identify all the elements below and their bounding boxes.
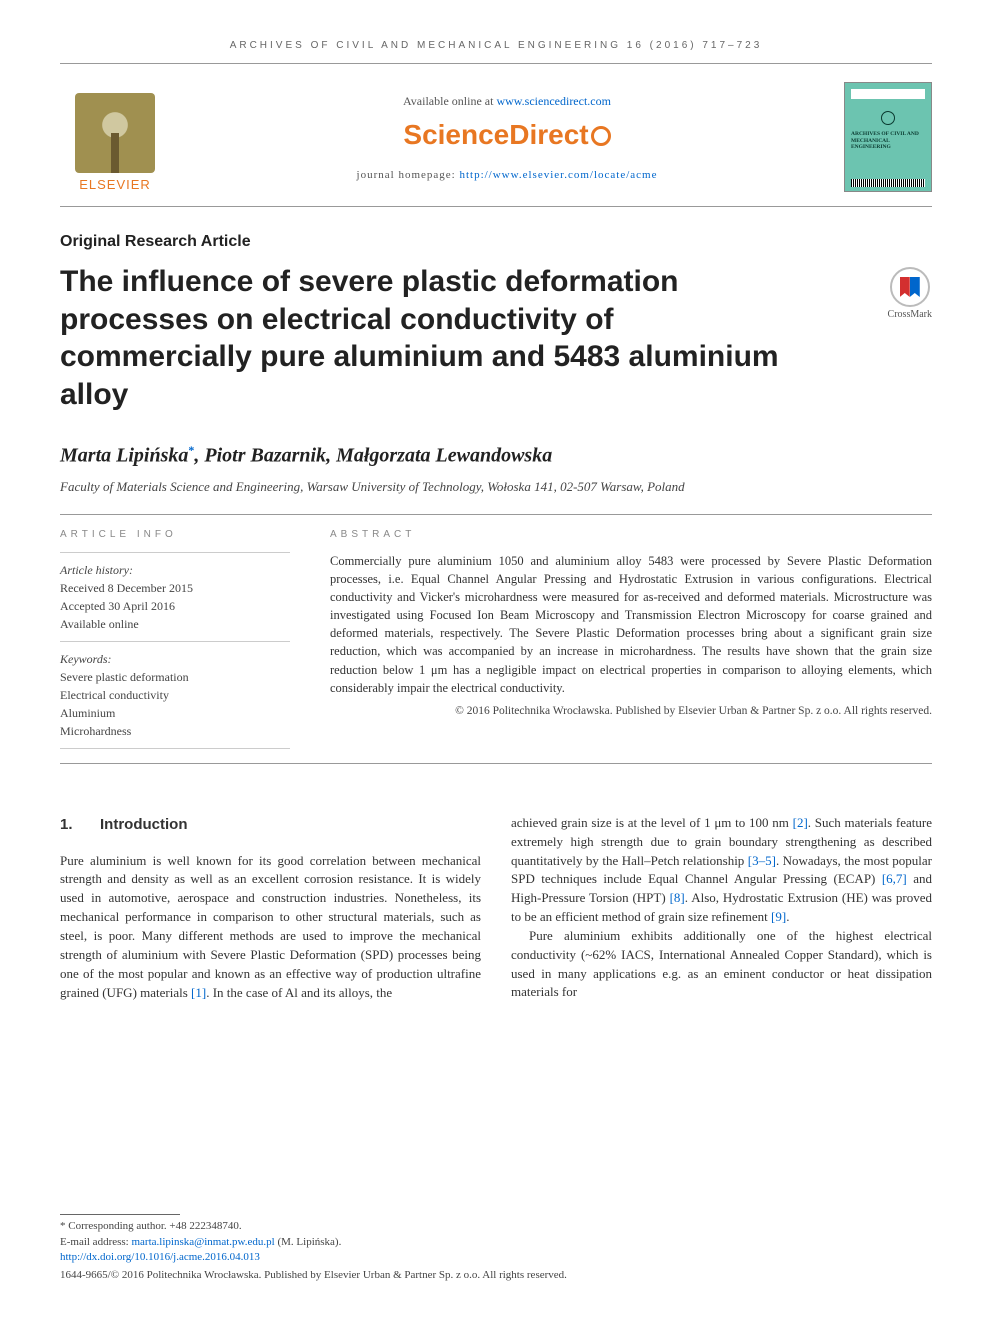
section-title: Introduction bbox=[100, 816, 187, 833]
article-type: Original Research Article bbox=[60, 233, 932, 251]
keyword-3: Aluminium bbox=[60, 704, 290, 722]
intro-para-1-cont: achieved grain size is at the level of 1… bbox=[511, 814, 932, 927]
article-history-block: Article history: Received 8 December 201… bbox=[60, 552, 290, 642]
sciencedirect-logo: ScienceDirect bbox=[190, 119, 824, 151]
journal-cover-thumbnail: ARCHIVES OF CIVIL AND MECHANICAL ENGINEE… bbox=[844, 82, 932, 192]
info-abstract-row: ARTICLE INFO Article history: Received 8… bbox=[60, 514, 932, 749]
email-label: E-mail address: bbox=[60, 1236, 131, 1248]
title-row: The influence of severe plastic deformat… bbox=[60, 263, 932, 413]
intro-para-1: Pure aluminium is well known for its goo… bbox=[60, 852, 481, 1003]
author-3: Małgorzata Lewandowska bbox=[336, 445, 552, 467]
abstract-copyright: © 2016 Politechnika Wrocławska. Publishe… bbox=[330, 703, 932, 719]
crossmark-label: CrossMark bbox=[888, 309, 932, 320]
journal-header: ELSEVIER Available online at www.science… bbox=[60, 64, 932, 206]
sd-wordmark: ScienceDirect bbox=[403, 119, 588, 150]
section-1-heading: 1.Introduction bbox=[60, 814, 481, 836]
body-two-column: 1.Introduction Pure aluminium is well kn… bbox=[60, 814, 932, 1003]
body-column-right: achieved grain size is at the level of 1… bbox=[511, 814, 932, 1003]
author-list: Marta Lipińska*, Piotr Bazarnik, Małgorz… bbox=[60, 443, 932, 468]
corresponding-author: * Corresponding author. +48 222348740. bbox=[60, 1219, 932, 1234]
keywords-label: Keywords: bbox=[60, 650, 290, 668]
article-title: The influence of severe plastic deformat… bbox=[60, 263, 800, 413]
rule-below-header bbox=[60, 206, 932, 207]
elsevier-logo: ELSEVIER bbox=[60, 82, 170, 192]
issn-copyright: 1644-9665/© 2016 Politechnika Wrocławska… bbox=[60, 1268, 932, 1283]
journal-home-url[interactable]: http://www.elsevier.com/locate/acme bbox=[459, 169, 657, 181]
magnifier-icon bbox=[591, 126, 611, 146]
cover-title: ARCHIVES OF CIVIL AND MECHANICAL ENGINEE… bbox=[851, 131, 925, 151]
keywords-block: Keywords: Severe plastic deformation Ele… bbox=[60, 642, 290, 749]
keyword-1: Severe plastic deformation bbox=[60, 668, 290, 686]
available-line: Available online bbox=[60, 615, 290, 633]
intro-para-2: Pure aluminium exhibits additionally one… bbox=[511, 927, 932, 1002]
doi-link[interactable]: http://dx.doi.org/10.1016/j.acme.2016.04… bbox=[60, 1251, 260, 1263]
history-label: Article history: bbox=[60, 561, 290, 579]
author-1: Marta Lipińska bbox=[60, 445, 188, 467]
email-line: E-mail address: marta.lipinska@inmat.pw.… bbox=[60, 1235, 932, 1250]
corr-asterisk[interactable]: * bbox=[188, 443, 194, 457]
body-column-left: 1.Introduction Pure aluminium is well kn… bbox=[60, 814, 481, 1003]
available-prefix: Available online at bbox=[403, 94, 496, 108]
email-who: (M. Lipińska). bbox=[275, 1236, 342, 1248]
affiliation: Faculty of Materials Science and Enginee… bbox=[60, 478, 932, 496]
keyword-2: Electrical conductivity bbox=[60, 686, 290, 704]
accepted-line: Accepted 30 April 2016 bbox=[60, 597, 290, 615]
received-line: Received 8 December 2015 bbox=[60, 579, 290, 597]
sciencedirect-url[interactable]: www.sciencedirect.com bbox=[496, 94, 611, 108]
abstract-text: Commercially pure aluminium 1050 and alu… bbox=[330, 552, 932, 697]
elsevier-tree-icon bbox=[75, 93, 155, 173]
barcode-icon bbox=[851, 179, 925, 187]
header-center: Available online at www.sciencedirect.co… bbox=[170, 94, 844, 181]
section-number: 1. bbox=[60, 814, 100, 836]
abstract-heading: ABSTRACT bbox=[330, 529, 932, 540]
email-link[interactable]: marta.lipinska@inmat.pw.edu.pl bbox=[131, 1236, 274, 1248]
elsevier-wordmark: ELSEVIER bbox=[79, 177, 151, 192]
journal-homepage-line: journal homepage: http://www.elsevier.co… bbox=[190, 169, 824, 181]
crossmark-widget[interactable]: CrossMark bbox=[888, 267, 932, 320]
cover-logo-icon bbox=[881, 111, 895, 125]
keyword-4: Microhardness bbox=[60, 722, 290, 740]
available-online-line: Available online at www.sciencedirect.co… bbox=[190, 94, 824, 109]
author-2: Piotr Bazarnik bbox=[204, 445, 326, 467]
article-info-heading: ARTICLE INFO bbox=[60, 529, 290, 540]
crossmark-icon bbox=[890, 267, 930, 307]
journal-home-prefix: journal homepage: bbox=[357, 169, 460, 181]
rule-below-abstract bbox=[60, 763, 932, 764]
running-head: ARCHIVES OF CIVIL AND MECHANICAL ENGINEE… bbox=[60, 40, 932, 51]
footnote-rule bbox=[60, 1214, 180, 1215]
footnotes: * Corresponding author. +48 222348740. E… bbox=[60, 1214, 932, 1283]
abstract-column: ABSTRACT Commercially pure aluminium 105… bbox=[330, 529, 932, 749]
article-info-column: ARTICLE INFO Article history: Received 8… bbox=[60, 529, 290, 749]
